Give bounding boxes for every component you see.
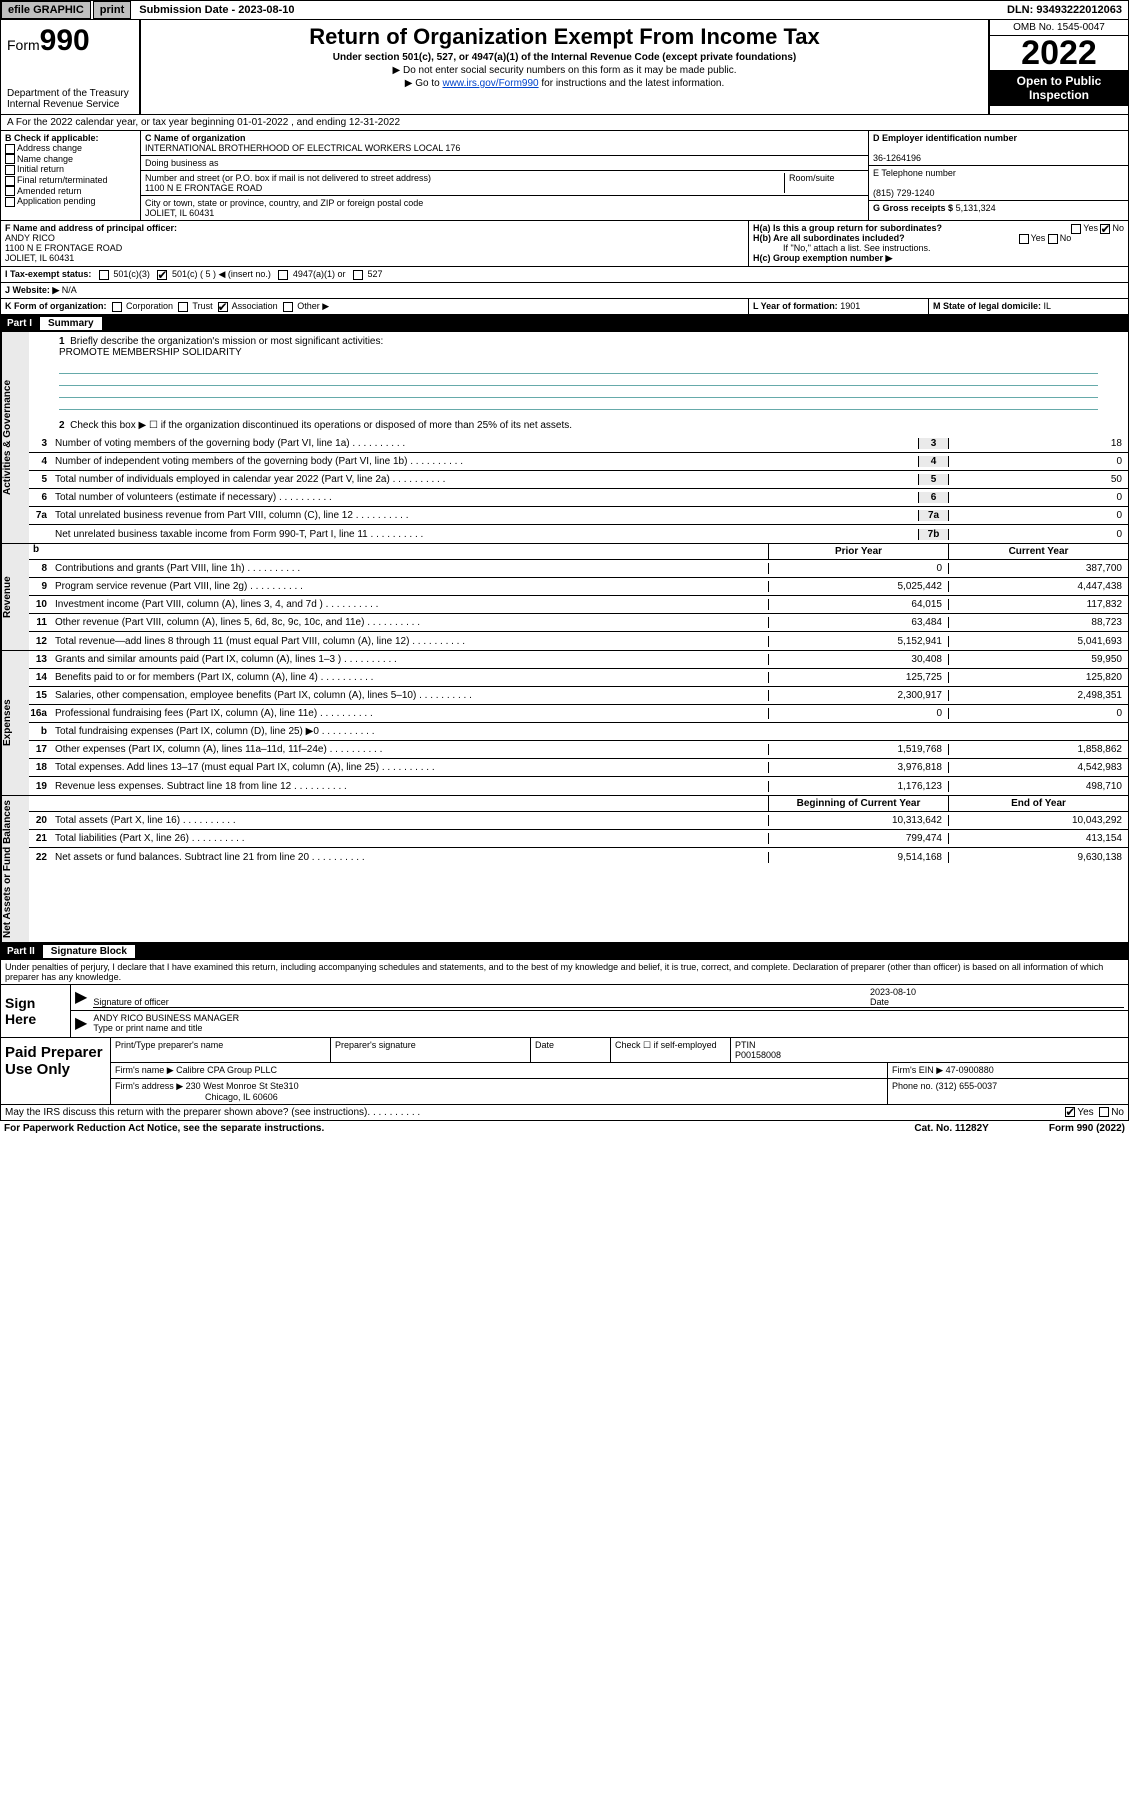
summary-line: 7aTotal unrelated business revenue from … bbox=[29, 507, 1128, 525]
section-f: F Name and address of principal officer:… bbox=[1, 221, 748, 266]
section-j: J Website: ▶ N/A bbox=[0, 283, 1129, 299]
section-b: B Check if applicable: Address change Na… bbox=[1, 131, 141, 220]
summary-line: 14Benefits paid to or for members (Part … bbox=[29, 669, 1128, 687]
org-city: JOLIET, IL 60431 bbox=[145, 208, 214, 218]
part-1-header: Part I Summary bbox=[0, 315, 1129, 332]
summary-line: 8Contributions and grants (Part VIII, li… bbox=[29, 560, 1128, 578]
netassets-block: Net Assets or Fund Balances Beginning of… bbox=[0, 796, 1129, 943]
phone: (815) 729-1240 bbox=[873, 188, 935, 198]
submission-date: Submission Date - 2023-08-10 bbox=[133, 2, 300, 18]
summary-line: 4Number of independent voting members of… bbox=[29, 453, 1128, 471]
tab-netassets: Net Assets or Fund Balances bbox=[1, 796, 29, 942]
open-public-badge: Open to Public Inspection bbox=[990, 70, 1128, 106]
ein: 36-1264196 bbox=[873, 153, 921, 163]
expenses-block: Expenses 13Grants and similar amounts pa… bbox=[0, 651, 1129, 796]
summary-line: 13Grants and similar amounts paid (Part … bbox=[29, 651, 1128, 669]
summary-line: 19Revenue less expenses. Subtract line 1… bbox=[29, 777, 1128, 795]
form-number: Form990 bbox=[7, 24, 133, 58]
arrow-icon: ▶ bbox=[75, 1013, 93, 1033]
summary-line: 15Salaries, other compensation, employee… bbox=[29, 687, 1128, 705]
tax-year: 2022 bbox=[990, 36, 1128, 70]
section-d: D Employer identification number 36-1264… bbox=[869, 131, 1128, 166]
print-button[interactable]: print bbox=[93, 1, 131, 19]
section-a: A For the 2022 calendar year, or tax yea… bbox=[0, 115, 1129, 131]
form-header: Form990 Department of the Treasury Inter… bbox=[0, 20, 1129, 115]
summary-line: 11Other revenue (Part VIII, column (A), … bbox=[29, 614, 1128, 632]
summary-line: 6Total number of volunteers (estimate if… bbox=[29, 489, 1128, 507]
summary-line: 20Total assets (Part X, line 16)10,313,6… bbox=[29, 812, 1128, 830]
org-name: INTERNATIONAL BROTHERHOOD OF ELECTRICAL … bbox=[145, 143, 460, 153]
sections-b-to-g: B Check if applicable: Address change Na… bbox=[0, 131, 1129, 221]
paid-preparer-block: Paid Preparer Use Only Print/Type prepar… bbox=[0, 1038, 1129, 1105]
declaration: Under penalties of perjury, I declare th… bbox=[0, 960, 1129, 984]
subtitle-3: ▶ Go to www.irs.gov/Form990 for instruct… bbox=[147, 78, 982, 89]
revenue-block: Revenue b Prior Year Current Year 8Contr… bbox=[0, 544, 1129, 651]
summary-line: 5Total number of individuals employed in… bbox=[29, 471, 1128, 489]
subtitle-1: Under section 501(c), 527, or 4947(a)(1)… bbox=[147, 52, 982, 63]
mission-text: PROMOTE MEMBERSHIP SOLIDARITY bbox=[59, 347, 242, 358]
tab-expenses: Expenses bbox=[1, 651, 29, 795]
dln: DLN: 93493222012063 bbox=[1001, 2, 1128, 18]
arrow-icon: ▶ bbox=[75, 987, 93, 1008]
paid-preparer-label: Paid Preparer Use Only bbox=[1, 1038, 111, 1104]
gross-receipts: 5,131,324 bbox=[956, 203, 996, 213]
form-title: Return of Organization Exempt From Incom… bbox=[147, 24, 982, 50]
governance-block: Activities & Governance 1 Briefly descri… bbox=[0, 332, 1129, 544]
section-klm: K Form of organization: Corporation Trus… bbox=[0, 299, 1129, 315]
subtitle-2: ▶ Do not enter social security numbers o… bbox=[147, 65, 982, 76]
section-f-h: F Name and address of principal officer:… bbox=[0, 221, 1129, 267]
section-c: C Name of organization INTERNATIONAL BRO… bbox=[141, 131, 868, 220]
section-e: E Telephone number (815) 729-1240 bbox=[869, 166, 1128, 201]
sign-here-label: Sign Here bbox=[1, 985, 71, 1037]
summary-line: 21Total liabilities (Part X, line 26)799… bbox=[29, 830, 1128, 848]
summary-line: bTotal fundraising expenses (Part IX, co… bbox=[29, 723, 1128, 741]
sign-here-block: Sign Here ▶ Signature of officer 2023-08… bbox=[0, 984, 1129, 1038]
discuss-row: May the IRS discuss this return with the… bbox=[0, 1105, 1129, 1121]
summary-line: 22Net assets or fund balances. Subtract … bbox=[29, 848, 1128, 866]
summary-line: 18Total expenses. Add lines 13–17 (must … bbox=[29, 759, 1128, 777]
summary-line: 12Total revenue—add lines 8 through 11 (… bbox=[29, 632, 1128, 650]
summary-line: 3Number of voting members of the governi… bbox=[29, 435, 1128, 453]
topbar: efile GRAPHIC print Submission Date - 20… bbox=[0, 0, 1129, 20]
tab-governance: Activities & Governance bbox=[1, 332, 29, 543]
section-h: H(a) Is this a group return for subordin… bbox=[748, 221, 1128, 266]
efile-button[interactable]: efile GRAPHIC bbox=[1, 1, 91, 19]
form990-link[interactable]: www.irs.gov/Form990 bbox=[442, 78, 538, 89]
irs-label: Internal Revenue Service bbox=[7, 99, 133, 110]
section-i: I Tax-exempt status: 501(c)(3) 501(c) ( … bbox=[0, 267, 1129, 283]
section-g: G Gross receipts $ 5,131,324 bbox=[869, 201, 1128, 215]
part-2-header: Part II Signature Block bbox=[0, 943, 1129, 960]
dept-treasury: Department of the Treasury bbox=[7, 88, 133, 99]
org-address: 1100 N E FRONTAGE ROAD bbox=[145, 183, 262, 193]
summary-line: 17Other expenses (Part IX, column (A), l… bbox=[29, 741, 1128, 759]
summary-line: 16aProfessional fundraising fees (Part I… bbox=[29, 705, 1128, 723]
tab-revenue: Revenue bbox=[1, 544, 29, 650]
summary-line: 10Investment income (Part VIII, column (… bbox=[29, 596, 1128, 614]
footer: For Paperwork Reduction Act Notice, see … bbox=[0, 1121, 1129, 1136]
summary-line: 9Program service revenue (Part VIII, lin… bbox=[29, 578, 1128, 596]
summary-line: Net unrelated business taxable income fr… bbox=[29, 525, 1128, 543]
